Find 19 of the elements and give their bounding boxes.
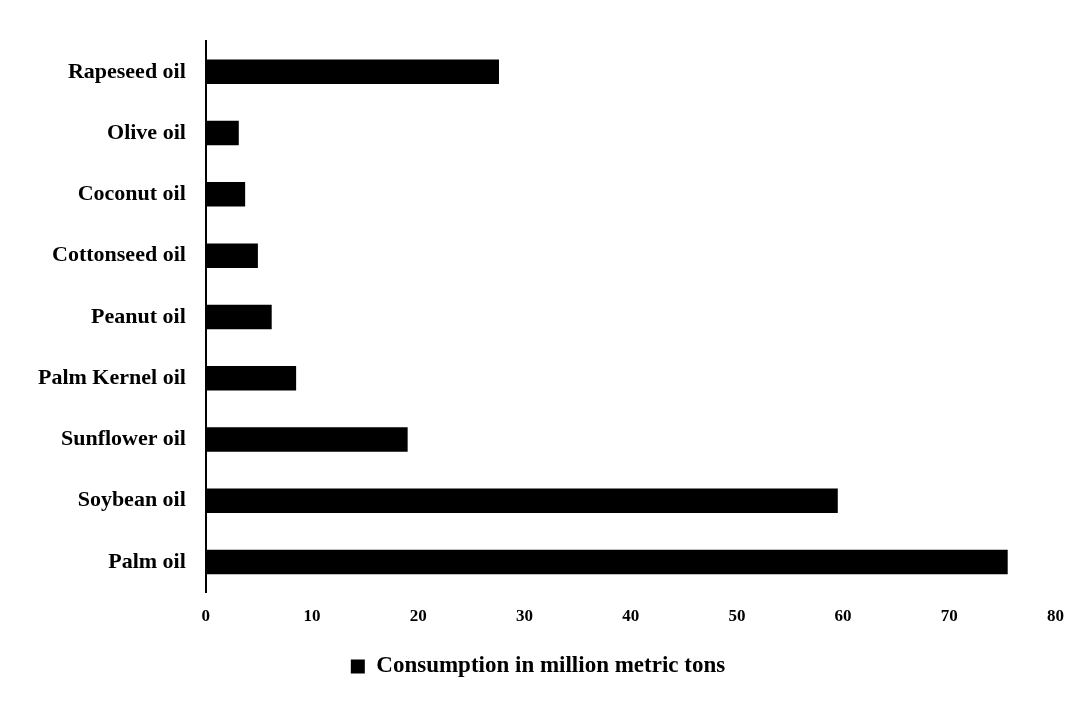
- x-tick-label: 30: [515, 606, 533, 626]
- x-tick-label: 0: [201, 606, 211, 626]
- legend-label: Consumption in million metric tons: [376, 652, 726, 678]
- y-tick-label: Palm oil: [108, 547, 186, 573]
- y-tick-label: Olive oil: [107, 118, 186, 144]
- y-tick-label: Sunflower oil: [60, 425, 186, 451]
- x-tick-label: 20: [409, 606, 427, 626]
- x-tick-label: 10: [303, 606, 321, 626]
- y-tick-label: Peanut oil: [91, 302, 186, 328]
- x-tick-label: 60: [834, 606, 852, 626]
- y-tick-label: Palm Kernel oil: [38, 363, 186, 389]
- x-tick-label: 50: [728, 606, 746, 626]
- y-tick-label: Cottonseed oil: [52, 241, 186, 267]
- y-tick-label: Coconut oil: [77, 180, 186, 206]
- x-tick-label: 80: [1047, 606, 1064, 626]
- y-tick-label: Rapeseed oil: [67, 57, 186, 83]
- y-tick-label: Soybean oil: [77, 486, 186, 512]
- x-tick-label: 40: [622, 606, 640, 626]
- x-tick-label: 70: [940, 606, 958, 626]
